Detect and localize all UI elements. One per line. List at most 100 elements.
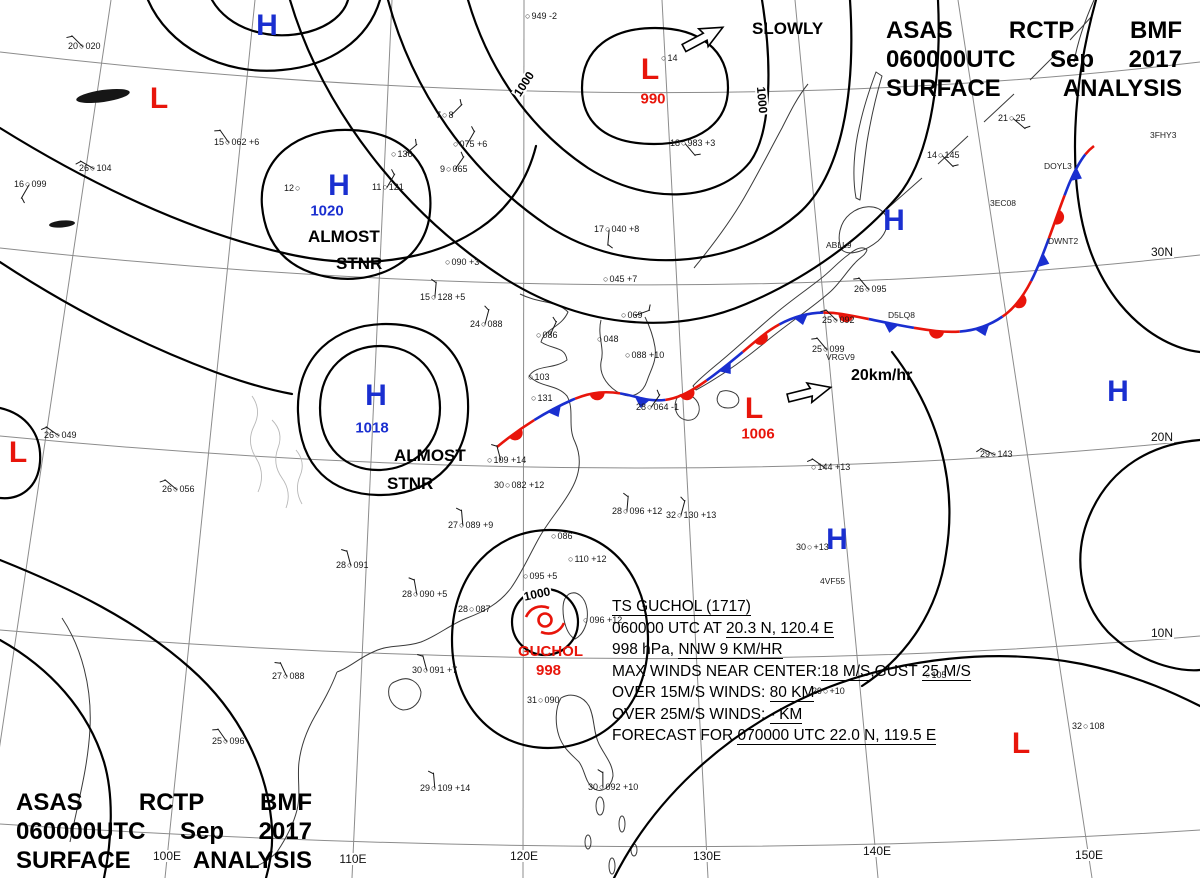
station-plot: 18○983 +3 bbox=[670, 139, 715, 157]
isobar-label: 1000 bbox=[753, 85, 771, 115]
wind-barb-icon bbox=[606, 229, 610, 246]
station-plot: 29○109 +14 bbox=[420, 772, 470, 793]
station-plot: 28○091 bbox=[336, 550, 368, 570]
station-plot: 26○095 bbox=[854, 276, 886, 294]
longitude-label: 140E bbox=[861, 844, 893, 858]
front-cold-triangle-icon bbox=[883, 322, 899, 333]
station-plot: ○090 +3 bbox=[445, 257, 480, 267]
station-circle-icon: ○ bbox=[551, 531, 557, 541]
station-id-label: 3EC08 bbox=[990, 198, 1016, 208]
low-pressure-symbol: L bbox=[1011, 727, 1031, 760]
station-id-label: ABLL9 bbox=[826, 240, 852, 250]
longitude-label: 150E bbox=[1073, 848, 1105, 862]
station-circle-icon: ○ bbox=[446, 164, 452, 174]
typhoon-info-line: 060000 UTC AT 20.3 N, 120.4 E bbox=[612, 619, 834, 638]
low-pressure-symbol: L bbox=[149, 82, 169, 115]
lakes bbox=[49, 88, 130, 228]
station-plot: ○095 +5 bbox=[523, 571, 558, 581]
station-circle-icon: ○ bbox=[1083, 721, 1089, 731]
station-plot: ○048 bbox=[597, 334, 619, 344]
station-circle-icon: ○ bbox=[568, 554, 574, 564]
station-plot: ○069 bbox=[620, 309, 651, 320]
latitude-label: 20N bbox=[1149, 430, 1175, 444]
station-plot: 30○+13 bbox=[796, 542, 829, 552]
station-plot: 24○088 bbox=[470, 309, 502, 329]
movement-arrow-slowly-icon bbox=[681, 26, 725, 53]
station-plot: 30○091 +7 bbox=[412, 655, 457, 675]
pressure-value: 990 bbox=[640, 90, 666, 108]
front-cold-triangle-icon bbox=[718, 361, 731, 375]
chart-datetime: 060000UTC Sep 2017 bbox=[16, 818, 312, 845]
station-plot: 15○128 +5 bbox=[420, 281, 465, 302]
map-annotation: STNR bbox=[387, 474, 434, 493]
station-plot: 31○090 bbox=[527, 695, 560, 705]
station-circle-icon: ○ bbox=[469, 604, 475, 614]
station-plot: 25○096 bbox=[212, 728, 244, 746]
latitude-label: 30N bbox=[1149, 245, 1175, 259]
station-plot: ○045 +7 bbox=[603, 274, 638, 284]
station-plot: 16○099 bbox=[14, 180, 46, 199]
front-warm-semicircle-icon bbox=[509, 428, 523, 441]
station-plot: 7○8 bbox=[436, 103, 463, 120]
high-pressure-symbol: H bbox=[328, 169, 350, 202]
station-circle-icon: ○ bbox=[621, 310, 627, 320]
wind-barb-icon bbox=[432, 772, 436, 789]
station-circle-icon: ○ bbox=[536, 330, 542, 340]
station-plot: ○14 bbox=[661, 53, 678, 63]
isobar-label: 1000 bbox=[521, 584, 553, 604]
low-pressure-symbol: L bbox=[8, 436, 28, 469]
high-pressure-symbol: H bbox=[826, 523, 848, 556]
high-pressure-symbol: H bbox=[365, 379, 387, 412]
station-circle-icon: ○ bbox=[925, 670, 931, 680]
latitude-label: 10N bbox=[1149, 626, 1175, 640]
pressure-value: 1006 bbox=[741, 425, 775, 443]
typhoon-info-line: TS GUCHOL (1717) bbox=[612, 598, 751, 616]
station-plot: 32○108 bbox=[1072, 721, 1105, 731]
map-annotation: ALMOST bbox=[308, 227, 380, 246]
station-plot: 28○096 +12 bbox=[612, 495, 662, 516]
map-annotation: STNR bbox=[336, 254, 383, 273]
station-plot: 14○145 bbox=[927, 151, 959, 168]
wind-barb-icon bbox=[602, 771, 604, 788]
station-plot: 9○065 bbox=[440, 156, 467, 174]
typhoon-info-block: TS GUCHOL (1717) 060000 UTC AT 20.3 N, 12… bbox=[612, 596, 971, 747]
station-plot: ○131 bbox=[531, 393, 553, 403]
front-cold-triangle-icon bbox=[975, 324, 990, 337]
station-id-label: 3FHY3 bbox=[1150, 130, 1177, 140]
station-plot: ○949 -2 bbox=[525, 11, 557, 21]
station-plot: 11○121 bbox=[372, 173, 404, 192]
station-plot: 26○104 bbox=[79, 160, 111, 173]
station-plot: 21○25 bbox=[998, 114, 1026, 130]
longitude-label: 110E bbox=[338, 852, 368, 866]
station-circle-icon: ○ bbox=[525, 11, 531, 21]
station-id-label: DWNT2 bbox=[1048, 236, 1079, 246]
front-cold-triangle-icon bbox=[793, 313, 808, 325]
typhoon-info-line: 998 hPa, NNW 9 KM/HR bbox=[612, 641, 783, 659]
chart-type: SURFACE ANALYSIS bbox=[886, 75, 1182, 102]
station-plot: 17○040 +8 bbox=[594, 225, 639, 246]
low-pressure-symbol: L bbox=[744, 392, 764, 425]
typhoon-info-line: OVER 15M/S WINDS: 80 KM bbox=[612, 684, 815, 702]
station-circle-icon: ○ bbox=[528, 372, 534, 382]
station-plot: 25○092 bbox=[822, 308, 854, 325]
station-id-label: 4VF55 bbox=[820, 576, 846, 586]
station-plot: 30○082 +12 bbox=[494, 480, 545, 490]
station-circle-icon: ○ bbox=[487, 455, 493, 465]
high-pressure-symbol: H bbox=[883, 204, 905, 237]
station-plot: ○136 bbox=[390, 143, 418, 159]
product-id: ASAS RCTP BMF bbox=[16, 789, 312, 816]
station-circle-icon: ○ bbox=[295, 183, 301, 193]
isobar-label: 1000 bbox=[510, 68, 538, 100]
front-warm-semicircle-icon bbox=[754, 332, 768, 345]
front-cold-triangle-icon bbox=[547, 405, 561, 418]
station-plot: 25○099 bbox=[812, 336, 844, 354]
station-id-label: VRGV9 bbox=[826, 352, 855, 362]
station-circle-icon: ○ bbox=[823, 686, 829, 696]
front-cold-triangle-icon bbox=[635, 397, 650, 408]
chart-datetime: 060000UTC Sep 2017 bbox=[886, 46, 1182, 73]
station-plot: 12○ bbox=[284, 183, 301, 193]
stationary-front bbox=[496, 144, 1095, 449]
